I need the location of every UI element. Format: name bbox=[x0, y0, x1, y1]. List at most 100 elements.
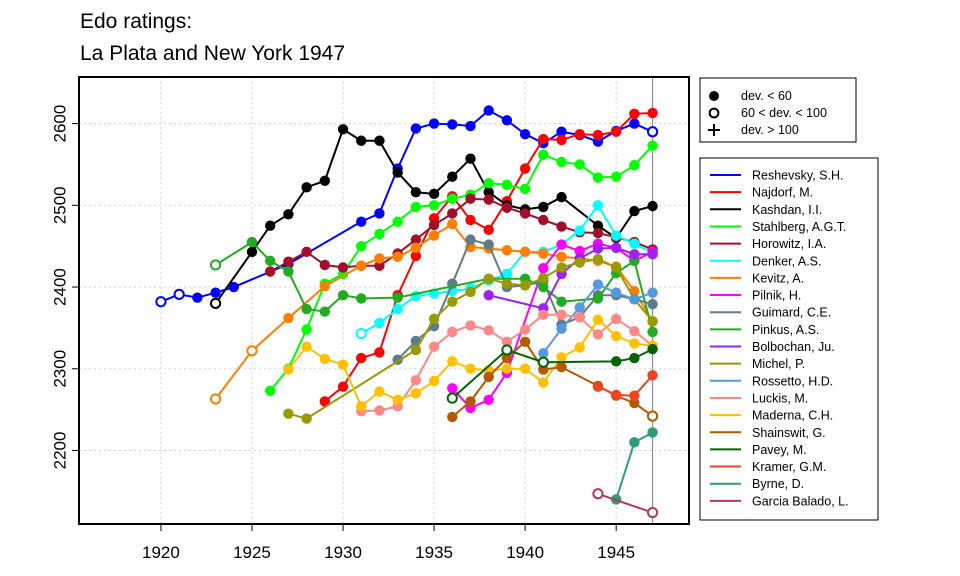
x-tick-label: 1930 bbox=[324, 543, 362, 562]
data-point bbox=[374, 405, 385, 416]
data-point-open bbox=[446, 392, 458, 404]
data-point bbox=[647, 107, 658, 119]
data-point bbox=[519, 336, 531, 347]
data-point-open bbox=[209, 259, 222, 271]
symbol-legend-label: 60 < dev. < 100 bbox=[741, 106, 827, 120]
data-point bbox=[447, 119, 458, 130]
data-point-open bbox=[209, 393, 222, 405]
series-14 bbox=[283, 314, 658, 412]
symbol-legend-label: dev. > 100 bbox=[741, 123, 799, 137]
data-point bbox=[410, 250, 422, 262]
data-point bbox=[447, 326, 458, 338]
symbol-filled bbox=[709, 91, 719, 101]
data-point bbox=[519, 324, 531, 335]
data-point bbox=[283, 266, 294, 277]
data-point bbox=[465, 234, 476, 245]
data-point bbox=[610, 389, 622, 401]
data-point-open bbox=[173, 288, 185, 300]
data-point bbox=[592, 220, 604, 231]
data-point bbox=[556, 361, 567, 373]
symbol-legend-label: dev. < 60 bbox=[741, 89, 792, 103]
data-point bbox=[356, 260, 367, 271]
data-point-open bbox=[646, 506, 659, 519]
data-point bbox=[447, 218, 458, 230]
data-point bbox=[519, 246, 531, 258]
data-point bbox=[647, 287, 658, 298]
chart-title-line-1: Edo ratings: bbox=[80, 10, 192, 33]
data-point bbox=[647, 316, 658, 327]
series-line bbox=[269, 144, 654, 392]
legend-label: Reshevsky, S.H. bbox=[752, 169, 843, 183]
data-point bbox=[501, 202, 513, 213]
data-point bbox=[538, 348, 549, 359]
data-point bbox=[556, 126, 567, 137]
data-point bbox=[519, 129, 531, 140]
data-point bbox=[647, 370, 658, 381]
y-tick-label: 2400 bbox=[50, 268, 69, 306]
data-point bbox=[538, 133, 549, 145]
data-point bbox=[574, 342, 585, 353]
data-point bbox=[410, 234, 422, 245]
y-tick-label: 2300 bbox=[50, 350, 69, 388]
legend-label: Horowitz, I.A. bbox=[752, 237, 826, 251]
data-point-open bbox=[155, 296, 167, 308]
data-point bbox=[647, 298, 658, 310]
y-tick-label: 2200 bbox=[50, 432, 69, 470]
x-tick-label: 1925 bbox=[233, 543, 271, 562]
data-point bbox=[374, 208, 385, 219]
data-point bbox=[428, 188, 440, 200]
data-point bbox=[629, 249, 640, 260]
data-point bbox=[428, 200, 440, 211]
legend-label: Pavey, M. bbox=[752, 443, 807, 457]
data-point bbox=[629, 294, 640, 305]
x-tick-label: 1940 bbox=[506, 543, 544, 562]
data-point bbox=[538, 149, 549, 160]
series-19 bbox=[592, 488, 659, 519]
data-point bbox=[319, 306, 331, 317]
data-point bbox=[629, 108, 640, 119]
data-point bbox=[592, 254, 604, 265]
data-point bbox=[610, 330, 622, 342]
data-point bbox=[319, 175, 331, 186]
data-point bbox=[246, 236, 258, 248]
series-line bbox=[451, 348, 654, 399]
data-point bbox=[283, 364, 294, 375]
data-point bbox=[610, 356, 622, 367]
series-2 bbox=[209, 124, 658, 309]
data-point bbox=[356, 135, 367, 146]
data-point bbox=[629, 390, 640, 401]
legend-label: Pilnik, H. bbox=[752, 289, 801, 303]
data-point bbox=[538, 377, 549, 388]
legend-label: Guimard, C.E. bbox=[752, 306, 831, 320]
data-point bbox=[246, 246, 258, 258]
y-tick-label: 2600 bbox=[50, 105, 69, 143]
data-point bbox=[410, 388, 422, 399]
data-point bbox=[428, 219, 440, 231]
data-point bbox=[483, 289, 494, 301]
data-point bbox=[447, 383, 458, 394]
plot-grid bbox=[79, 77, 689, 524]
data-point-open bbox=[246, 345, 258, 357]
data-point bbox=[538, 248, 549, 259]
data-point bbox=[501, 363, 513, 374]
data-point bbox=[501, 179, 513, 191]
data-point bbox=[228, 281, 239, 293]
data-point bbox=[428, 375, 440, 387]
data-point bbox=[538, 201, 549, 213]
data-point bbox=[574, 257, 585, 268]
data-point bbox=[538, 214, 549, 226]
data-point bbox=[629, 325, 640, 337]
series-17 bbox=[592, 370, 658, 401]
data-point bbox=[556, 221, 567, 232]
data-point bbox=[610, 230, 622, 241]
data-point bbox=[447, 411, 458, 423]
data-point bbox=[337, 124, 349, 135]
data-point bbox=[392, 251, 403, 262]
legend-label: Kevitz, A. bbox=[752, 271, 804, 285]
legend-label: Luckis, M. bbox=[752, 391, 808, 405]
legend-label: Shainswit, G. bbox=[752, 426, 826, 440]
data-point bbox=[264, 255, 276, 267]
legend-label: Kramer, G.M. bbox=[752, 460, 826, 474]
data-point bbox=[610, 262, 622, 273]
data-point bbox=[337, 289, 349, 301]
